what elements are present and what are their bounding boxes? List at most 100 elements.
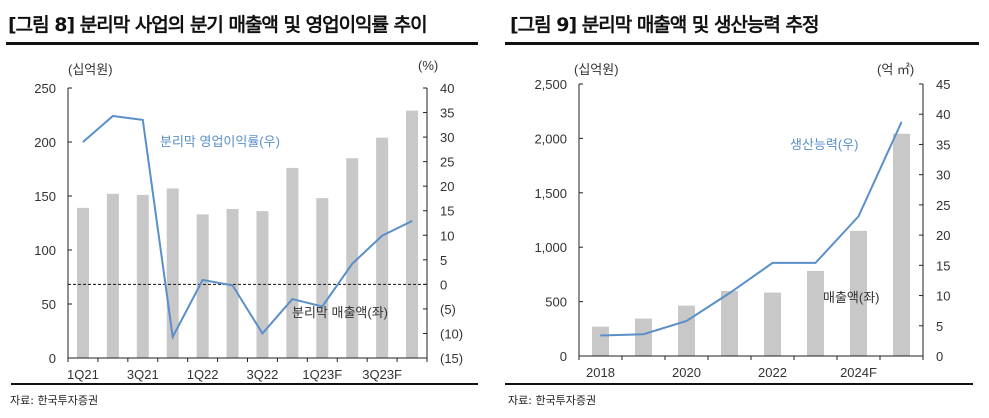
line-point-2022 [772, 262, 773, 264]
bar-series-label: 분리막 매출액(좌) [292, 305, 388, 320]
line-series [600, 121, 903, 337]
line-point-1Q23F [321, 305, 323, 307]
x-tick-label: 1Q21 [67, 367, 99, 382]
right-axis-unit: (%) [418, 58, 438, 73]
bar-1Q23F [316, 198, 329, 358]
right-tick-label: (5) [440, 302, 456, 317]
x-tick-label: 2024F [840, 365, 877, 380]
right-tick-label: 0 [440, 277, 447, 292]
left-tick-label: 500 [545, 295, 567, 310]
line-point-2023 [815, 262, 816, 264]
line-point-3Q22 [261, 332, 263, 334]
line-point-2Q22 [232, 284, 234, 286]
left-axis-unit: (십억원) [574, 62, 619, 77]
right-tick-label: 15 [936, 258, 950, 273]
right-tick-label: 40 [440, 81, 454, 96]
line-point-2025F [901, 121, 902, 123]
line-point-3Q23F [381, 235, 383, 237]
left-tick-label: 100 [34, 243, 56, 258]
right-tick-label: 20 [440, 179, 454, 194]
right-tick-label: 10 [936, 289, 950, 304]
left-tick-label: 150 [34, 189, 56, 204]
bar-1Q21 [76, 207, 89, 358]
source-note: 자료: 한국투자증권 [10, 394, 99, 407]
bar-2021 [721, 290, 738, 356]
bar-2Q21 [106, 193, 119, 358]
line-point-2Q23F [351, 263, 353, 265]
line-point-2021 [729, 292, 730, 294]
line-point-1Q22 [202, 279, 204, 281]
title-rule [6, 42, 478, 45]
line-point-4Q22 [291, 298, 293, 300]
left-tick-label: 1,500 [534, 186, 567, 201]
line-point-4Q23F [411, 220, 413, 222]
right-tick-label: 45 [936, 77, 950, 92]
x-tick-label: 2022 [758, 365, 787, 380]
left-tick-label: 250 [34, 81, 56, 96]
x-tick-label: 1Q22 [187, 367, 219, 382]
line-point-2018 [600, 334, 601, 336]
line-point-2020 [686, 320, 687, 322]
bar-2025F [893, 133, 910, 356]
line-point-2019 [643, 333, 644, 335]
right-tick-label: 35 [936, 137, 950, 152]
left-tick-label: 1,000 [534, 240, 567, 255]
bar-2023 [807, 270, 824, 356]
right-tick-label: 5 [936, 319, 943, 334]
line-point-3Q21 [142, 119, 144, 121]
source-note: 자료: 한국투자증권 [508, 394, 597, 407]
x-tick-label: 2018 [586, 365, 615, 380]
left-tick-label: 50 [42, 297, 56, 312]
right-tick-label: 30 [936, 168, 950, 183]
right-tick-label: 30 [440, 130, 454, 145]
bar-3Q23F [376, 137, 389, 358]
left-tick-label: 200 [34, 135, 56, 150]
bar-3Q21 [136, 194, 149, 358]
line-point-1Q21 [82, 141, 84, 143]
right-tick-label: (15) [440, 351, 463, 366]
right-tick-label: 25 [936, 198, 950, 213]
right-tick-label: (10) [440, 326, 463, 341]
line-point-4Q21 [172, 336, 174, 338]
line-series [82, 114, 413, 341]
left-tick-label: 0 [49, 351, 56, 366]
bar-2Q23F [346, 158, 359, 358]
bar-4Q23F [406, 110, 419, 359]
right-axis-unit: (억 ㎡) [877, 62, 914, 77]
right-tick-label: 0 [936, 349, 943, 364]
line-series-label: 생산능력(우) [790, 137, 858, 152]
bar-3Q22 [256, 211, 269, 358]
left-tick-label: 2,500 [534, 77, 567, 92]
line-series-label: 분리막 영업이익률(우) [160, 134, 280, 149]
right-tick-label: 5 [440, 253, 447, 268]
left-tick-label: 0 [560, 349, 567, 364]
figure-9-title: [그림 9] 분리막 매출액 및 생산능력 추정 [510, 14, 819, 36]
x-tick-label: 3Q21 [127, 367, 159, 382]
right-tick-label: 35 [440, 106, 454, 121]
bar-2022 [764, 292, 781, 356]
line-point-2Q21 [112, 115, 114, 117]
right-tick-label: 20 [936, 228, 950, 243]
bar-2024F [850, 230, 867, 356]
right-tick-label: 40 [936, 107, 950, 122]
left-axis-unit: (십억원) [68, 62, 113, 77]
line-point-2024F [858, 215, 859, 217]
x-tick-label: 1Q23F [302, 367, 342, 382]
title-rule [505, 42, 979, 45]
bar-2019 [635, 318, 652, 356]
right-tick-label: 10 [440, 228, 454, 243]
figure-8-title: [그림 8] 분리막 사업의 분기 매출액 및 영업이익률 추이 [8, 14, 428, 36]
left-tick-label: 2,000 [534, 131, 567, 146]
x-tick-label: 3Q22 [247, 367, 279, 382]
bar-2020 [678, 305, 695, 356]
right-tick-label: 15 [440, 204, 454, 219]
bar-2Q22 [226, 208, 239, 358]
bar-series-label: 매출액(좌) [823, 290, 880, 305]
bar-4Q22 [286, 167, 299, 358]
bar-1Q22 [196, 214, 209, 358]
x-tick-label: 2020 [672, 365, 701, 380]
bottom-rule [11, 383, 478, 385]
x-tick-label: 3Q23F [362, 367, 402, 382]
